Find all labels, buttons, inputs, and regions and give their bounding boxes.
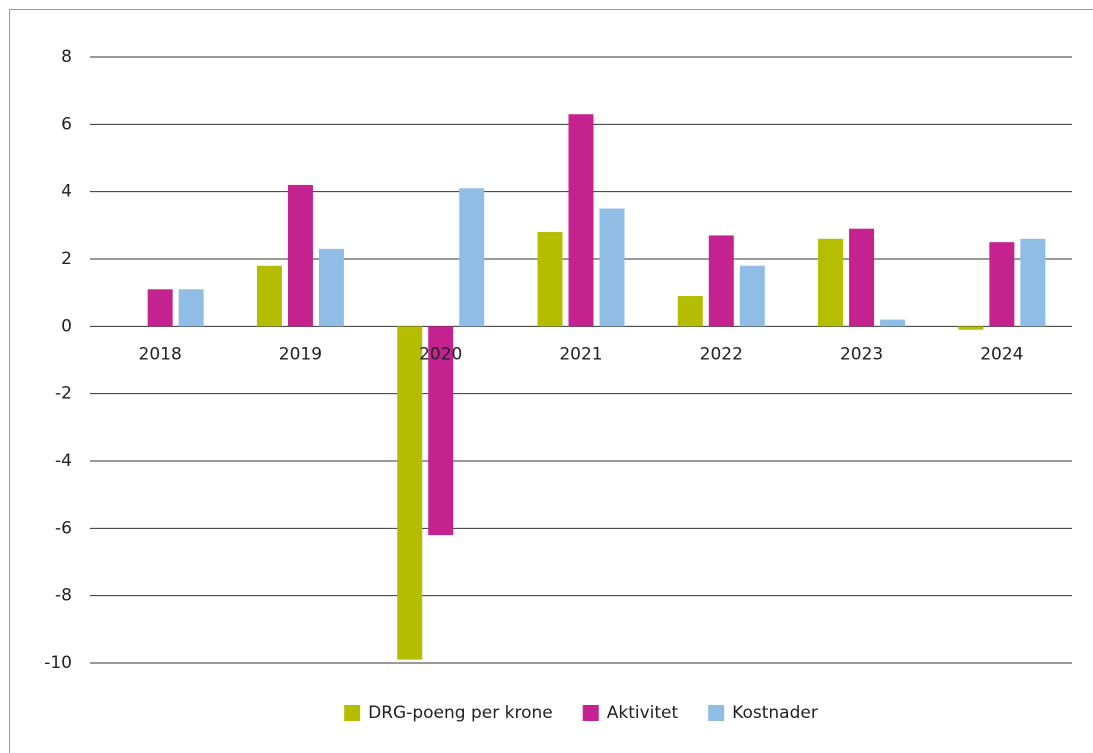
legend-swatch: [344, 705, 361, 721]
x-tick-label: 2024: [980, 344, 1023, 364]
bar: [318, 248, 344, 327]
y-tick-label: -8: [55, 586, 72, 606]
bar: [958, 326, 984, 330]
y-tick-label: 2: [61, 249, 72, 269]
x-tick-label: 2022: [700, 344, 743, 364]
legend-label: DRG-poeng per krone: [368, 703, 553, 723]
bar: [256, 265, 282, 327]
bar: [568, 114, 594, 327]
y-tick-label: 0: [61, 316, 72, 336]
bar: [599, 208, 625, 327]
y-tick-label: 8: [61, 47, 72, 67]
bar: [677, 296, 703, 327]
bar: [708, 235, 734, 327]
legend-swatch: [708, 705, 725, 721]
bar: [537, 232, 563, 327]
y-tick-label: -6: [55, 518, 72, 538]
bar: [849, 228, 875, 327]
bar: [428, 326, 454, 536]
bar: [397, 326, 423, 660]
bar: [989, 242, 1015, 327]
x-tick-label: 2018: [139, 344, 182, 364]
y-tick-label: 6: [61, 114, 72, 134]
x-tick-label: 2021: [559, 344, 602, 364]
y-tick-label: -10: [44, 653, 72, 673]
bar: [739, 265, 765, 327]
bar: [459, 188, 485, 327]
legend-label: Aktivitet: [607, 703, 679, 723]
x-tick-label: 2023: [840, 344, 883, 364]
y-tick-label: -4: [55, 451, 72, 471]
bar: [147, 289, 173, 327]
bar: [287, 184, 313, 327]
x-tick-label: 2019: [279, 344, 322, 364]
x-tick-label: 2020: [419, 344, 462, 364]
bar: [178, 289, 204, 327]
legend-label: Kostnader: [732, 703, 818, 723]
bar: [818, 238, 844, 327]
bar: [880, 319, 906, 327]
y-tick-label: -2: [55, 384, 72, 404]
y-tick-label: 4: [61, 182, 72, 202]
bar: [1020, 238, 1046, 327]
legend-swatch: [582, 705, 599, 721]
